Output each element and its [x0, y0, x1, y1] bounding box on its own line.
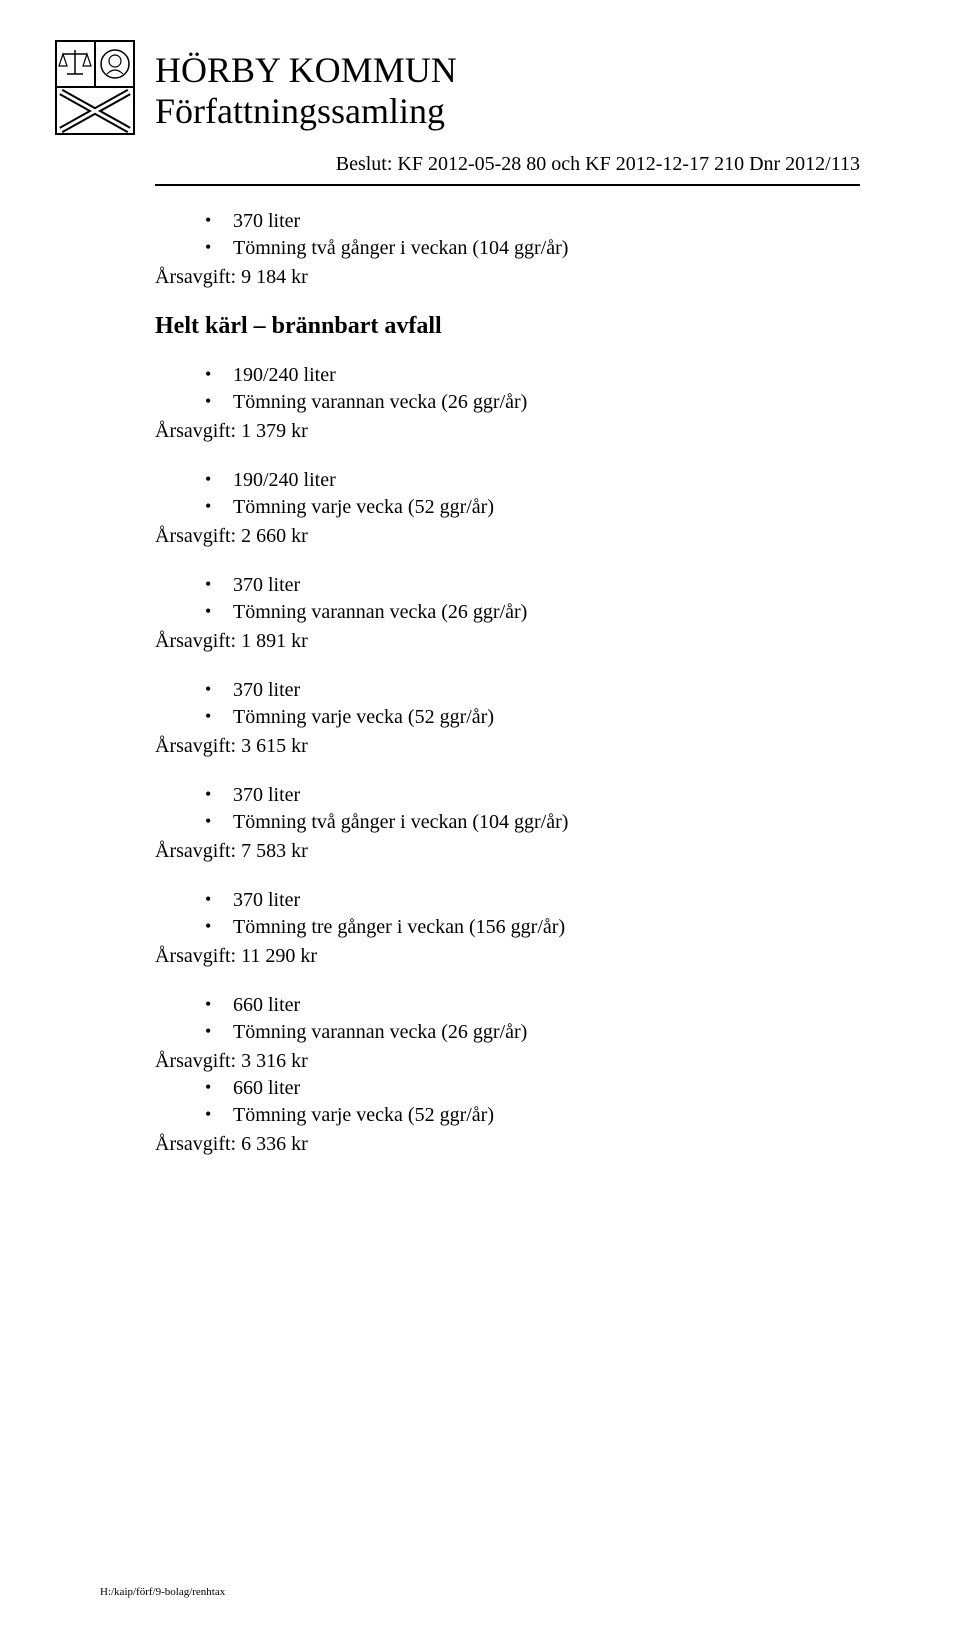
fee-group: 370 liter Tömning varje vecka (52 ggr/år… — [155, 677, 860, 760]
section-heading: Helt kärl – brännbart avfall — [155, 313, 860, 340]
fee-group: 190/240 liter Tömning varje vecka (52 gg… — [155, 467, 860, 550]
annual-fee: Årsavgift: 3 316 kr — [155, 1048, 860, 1075]
fee-group: 190/240 liter Tömning varannan vecka (26… — [155, 362, 860, 445]
list-item: 370 liter — [205, 677, 860, 704]
fee-group: 370 liter Tömning tre gånger i veckan (1… — [155, 887, 860, 970]
bullet-list: 660 liter Tömning varje vecka (52 ggr/år… — [155, 1075, 860, 1129]
bullet-list: 370 liter Tömning två gånger i veckan (1… — [155, 782, 860, 836]
header-rule — [155, 184, 860, 186]
list-item: Tömning varannan vecka (26 ggr/år) — [205, 599, 860, 626]
list-item: Tömning två gånger i veckan (104 ggr/år) — [205, 809, 860, 836]
list-item: 370 liter — [205, 887, 860, 914]
list-item: 190/240 liter — [205, 467, 860, 494]
list-item: Tömning tre gånger i veckan (156 ggr/år) — [205, 914, 860, 941]
bullet-list: 370 liter Tömning varje vecka (52 ggr/år… — [155, 677, 860, 731]
fee-group: 370 liter Tömning varannan vecka (26 ggr… — [155, 572, 860, 655]
list-item: Tömning varannan vecka (26 ggr/år) — [205, 389, 860, 416]
annual-fee: Årsavgift: 2 660 kr — [155, 523, 860, 550]
fee-group: 370 liter Tömning två gånger i veckan (1… — [155, 208, 860, 291]
bullet-list: 190/240 liter Tömning varje vecka (52 gg… — [155, 467, 860, 521]
list-item: 660 liter — [205, 1075, 860, 1102]
org-name: HÖRBY KOMMUN — [155, 50, 860, 91]
document-header: HÖRBY KOMMUN Författningssamling Beslut:… — [155, 50, 860, 176]
annual-fee: Årsavgift: 6 336 kr — [155, 1131, 860, 1158]
list-item: Tömning varje vecka (52 ggr/år) — [205, 494, 860, 521]
municipal-logo — [55, 40, 135, 135]
fee-group: 370 liter Tömning två gånger i veckan (1… — [155, 782, 860, 865]
list-item: Tömning varje vecka (52 ggr/år) — [205, 704, 860, 731]
bullet-list: 190/240 liter Tömning varannan vecka (26… — [155, 362, 860, 416]
list-item: 370 liter — [205, 782, 860, 809]
list-item: 370 liter — [205, 208, 860, 235]
list-item: 190/240 liter — [205, 362, 860, 389]
list-item: 370 liter — [205, 572, 860, 599]
bullet-list: 660 liter Tömning varannan vecka (26 ggr… — [155, 992, 860, 1046]
fee-group: 660 liter Tömning varannan vecka (26 ggr… — [155, 992, 860, 1158]
list-item: Tömning två gånger i veckan (104 ggr/år) — [205, 235, 860, 262]
annual-fee: Årsavgift: 1 379 kr — [155, 418, 860, 445]
decision-reference: Beslut: KF 2012-05-28 80 och KF 2012-12-… — [155, 153, 860, 176]
list-item: 660 liter — [205, 992, 860, 1019]
bullet-list: 370 liter Tömning tre gånger i veckan (1… — [155, 887, 860, 941]
collection-name: Författningssamling — [155, 91, 860, 132]
annual-fee: Årsavgift: 3 615 kr — [155, 733, 860, 760]
bullet-list: 370 liter Tömning två gånger i veckan (1… — [155, 208, 860, 262]
annual-fee: Årsavgift: 11 290 kr — [155, 943, 860, 970]
bullet-list: 370 liter Tömning varannan vecka (26 ggr… — [155, 572, 860, 626]
list-item: Tömning varannan vecka (26 ggr/år) — [205, 1019, 860, 1046]
annual-fee: Årsavgift: 7 583 kr — [155, 838, 860, 865]
list-item: Tömning varje vecka (52 ggr/år) — [205, 1102, 860, 1129]
annual-fee: Årsavgift: 1 891 kr — [155, 628, 860, 655]
footer-path: H:/kaip/förf/9-bolag/renhtax — [100, 1586, 225, 1598]
annual-fee: Årsavgift: 9 184 kr — [155, 264, 860, 291]
